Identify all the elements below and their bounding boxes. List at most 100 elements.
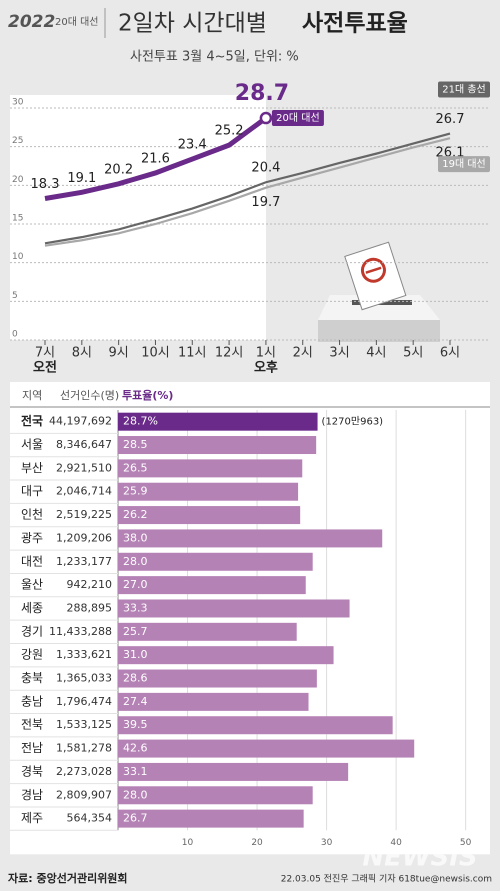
- x-tick-label: 12시: [215, 346, 244, 361]
- region-label: 경북: [21, 764, 43, 778]
- data-label: 33.3: [123, 601, 148, 614]
- data-label: 21.6: [141, 151, 170, 166]
- data-label: 38.0: [123, 531, 148, 544]
- bar: [118, 669, 317, 688]
- data-label: 42.6: [123, 742, 148, 755]
- data-label: 28.5: [123, 438, 148, 451]
- data-label: 31.0: [123, 648, 148, 661]
- region-label: 충북: [21, 671, 43, 685]
- series-line: [44, 116, 268, 201]
- electorate-label: 1,581,278: [56, 742, 112, 755]
- data-label: 28.0: [123, 788, 148, 801]
- bar: [118, 529, 383, 548]
- electorate-label: 1,209,206: [56, 531, 112, 544]
- region-label: 경기: [21, 624, 43, 638]
- column-header: 선거인수(명): [60, 389, 119, 402]
- title-light: 2일차 시간대별: [118, 11, 267, 37]
- bar: [118, 622, 297, 641]
- annotation: (1270만963): [322, 416, 384, 428]
- data-label: 27.4: [123, 695, 148, 708]
- electorate-label: 1,365,033: [56, 672, 112, 685]
- data-label: 27.0: [123, 578, 148, 591]
- region-label: 전남: [21, 741, 43, 755]
- region-label: 세종: [21, 601, 43, 615]
- source: 자료: 중앙선거관리위원회: [8, 871, 128, 885]
- bar: [118, 482, 299, 501]
- bar: [118, 716, 393, 735]
- electorate-label: 8,346,647: [56, 438, 112, 451]
- data-label: 28.7: [235, 81, 289, 106]
- morning-panel: [10, 95, 266, 340]
- data-label: 20.2: [104, 162, 133, 177]
- region-label: 전북: [21, 718, 43, 732]
- x-tick-label: 5시: [403, 346, 423, 361]
- electorate-label: 564,354: [67, 812, 113, 825]
- region-label: 울산: [21, 578, 43, 592]
- data-label: 26.7: [123, 812, 148, 825]
- data-label: 25.9: [123, 485, 148, 498]
- bar: [118, 599, 350, 618]
- region-label: 대전: [21, 554, 43, 568]
- x-tick-label: 4시: [366, 346, 386, 361]
- bar: [118, 762, 349, 781]
- legend-label: 19대 대선: [442, 158, 486, 170]
- region-label: 서울: [21, 438, 43, 452]
- electorate-label: 1,533,125: [56, 718, 112, 731]
- electorate-label: 1,796,474: [56, 695, 112, 708]
- x-tick-label: 1시: [256, 346, 276, 361]
- watermark: NEWSIS: [362, 843, 477, 873]
- electorate-label: 2,921,510: [56, 461, 112, 474]
- region-label: 전국: [21, 413, 43, 428]
- bar: [118, 809, 304, 828]
- bar: [118, 739, 415, 758]
- y-tick-label: 20: [12, 175, 24, 185]
- data-label: 26.2: [123, 508, 148, 521]
- electorate-label: 942,210: [67, 578, 113, 591]
- legend-tag: [438, 156, 490, 173]
- region-label: 충남: [21, 694, 43, 708]
- end-marker: [259, 111, 273, 125]
- legend-label: 21대 총선: [442, 84, 486, 96]
- period-label: 오후: [254, 360, 278, 376]
- data-label: 25.2: [215, 124, 244, 139]
- legend-tag: [438, 81, 490, 98]
- electorate-label: 44,197,692: [49, 415, 112, 428]
- data-label: 20.4: [251, 161, 280, 176]
- bar: [118, 412, 318, 431]
- x-tick-label: 9시: [109, 346, 129, 361]
- bar: [118, 692, 309, 711]
- stamp-mark: [365, 266, 382, 274]
- data-label: 26.7: [436, 112, 465, 127]
- logo: 2022: [8, 12, 55, 32]
- ballot-box-illustration: [318, 241, 440, 342]
- region-label: 부산: [21, 461, 43, 475]
- data-label: 23.4: [178, 138, 207, 153]
- electorate-label: 2,809,907: [56, 788, 112, 801]
- region-label: 대구: [21, 484, 43, 498]
- x-tick-label: 8시: [72, 346, 92, 361]
- legend-tag: [271, 110, 324, 127]
- y-tick-label: 5: [12, 291, 18, 301]
- data-label: 19.1: [67, 171, 96, 186]
- x-tick-label: 40: [390, 838, 402, 848]
- badge: 20대 대선: [55, 16, 99, 28]
- x-tick-label: 11시: [178, 346, 207, 361]
- region-label: 제주: [21, 811, 43, 825]
- box-front: [318, 320, 440, 342]
- region-label: 경남: [21, 788, 43, 802]
- y-tick-label: 25: [12, 136, 23, 146]
- x-tick-label: 10시: [141, 346, 170, 361]
- data-label: 19.7: [251, 195, 280, 210]
- electorate-label: 11,433,288: [49, 625, 112, 638]
- bar: [118, 436, 317, 455]
- bar: [118, 576, 306, 595]
- y-tick-label: 30: [12, 98, 24, 108]
- title-bold: 사전투표율: [302, 11, 408, 37]
- electorate-label: 2,046,714: [56, 485, 112, 498]
- data-label: 33.1: [123, 765, 148, 778]
- column-header: 투표율(%): [122, 389, 173, 402]
- y-tick-label: 0: [12, 330, 18, 340]
- region-label: 인천: [21, 507, 43, 522]
- y-tick-label: 15: [12, 214, 23, 224]
